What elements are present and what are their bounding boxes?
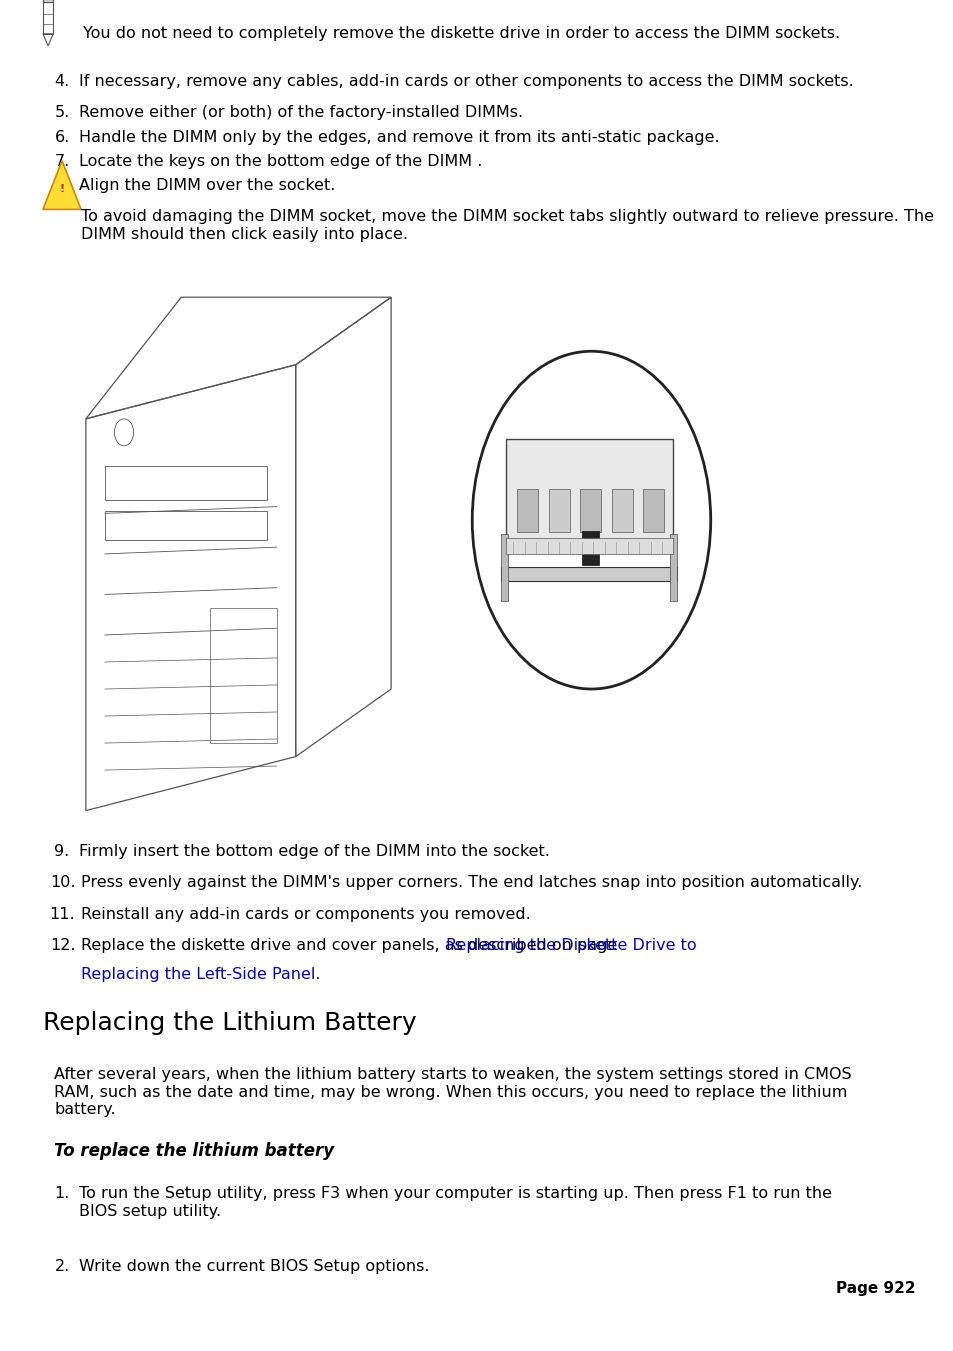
Text: Press evenly against the DIMM's upper corners. The end latches snap into positio: Press evenly against the DIMM's upper co… bbox=[81, 875, 862, 890]
Text: 8.: 8. bbox=[54, 178, 70, 193]
Text: !: ! bbox=[59, 184, 65, 195]
Polygon shape bbox=[43, 161, 81, 209]
Text: Write down the current BIOS Setup options.: Write down the current BIOS Setup option… bbox=[79, 1259, 429, 1274]
Bar bbox=[505, 538, 672, 554]
Text: 11.: 11. bbox=[50, 907, 75, 921]
Text: 7.: 7. bbox=[54, 154, 70, 169]
Text: You do not need to completely remove the diskette drive in order to access the D: You do not need to completely remove the… bbox=[83, 26, 840, 41]
Text: 10.: 10. bbox=[50, 875, 75, 890]
Text: 1.: 1. bbox=[54, 1186, 70, 1201]
Bar bbox=[210, 608, 276, 743]
Text: To replace the lithium battery: To replace the lithium battery bbox=[54, 1142, 335, 1159]
Text: 2.: 2. bbox=[54, 1259, 70, 1274]
Text: Reinstall any add-in cards or components you removed.: Reinstall any add-in cards or components… bbox=[81, 907, 530, 921]
Text: Align the DIMM over the socket.: Align the DIMM over the socket. bbox=[79, 178, 335, 193]
Text: Remove either (or both) of the factory-installed DIMMs.: Remove either (or both) of the factory-i… bbox=[79, 105, 523, 120]
Bar bbox=[642, 489, 663, 532]
Text: To avoid damaging the DIMM socket, move the DIMM socket tabs slightly outward to: To avoid damaging the DIMM socket, move … bbox=[81, 209, 933, 242]
Text: 4.: 4. bbox=[54, 74, 70, 89]
Text: Locate the keys on the bottom edge of the DIMM .: Locate the keys on the bottom edge of th… bbox=[79, 154, 482, 169]
Bar bbox=[517, 489, 537, 532]
Text: Replacing the Diskette Drive to: Replacing the Diskette Drive to bbox=[446, 938, 697, 952]
Bar bbox=[500, 534, 508, 601]
Bar bbox=[105, 511, 267, 540]
Text: After several years, when the lithium battery starts to weaken, the system setti: After several years, when the lithium ba… bbox=[54, 1067, 851, 1117]
Circle shape bbox=[472, 351, 710, 689]
Text: If necessary, remove any cables, add-in cards or other components to access the : If necessary, remove any cables, add-in … bbox=[79, 74, 853, 89]
Bar bbox=[581, 531, 598, 565]
Bar bbox=[43, 3, 53, 34]
Text: Page 922: Page 922 bbox=[836, 1281, 915, 1296]
Text: 9.: 9. bbox=[54, 844, 70, 859]
Bar bbox=[669, 534, 677, 601]
Text: Replace the diskette drive and cover panels, as described on page: Replace the diskette drive and cover pan… bbox=[81, 938, 621, 952]
Text: 12.: 12. bbox=[50, 938, 75, 952]
Bar bbox=[611, 489, 632, 532]
Text: Handle the DIMM only by the edges, and remove it from its anti-static package.: Handle the DIMM only by the edges, and r… bbox=[79, 130, 720, 145]
Bar bbox=[43, 0, 53, 3]
Text: Replacing the Left-Side Panel.: Replacing the Left-Side Panel. bbox=[81, 967, 320, 982]
Text: 6.: 6. bbox=[54, 130, 70, 145]
Bar bbox=[548, 489, 569, 532]
Bar bbox=[500, 567, 677, 581]
Text: 5.: 5. bbox=[54, 105, 70, 120]
Bar bbox=[505, 439, 672, 540]
Text: To run the Setup utility, press F3 when your computer is starting up. Then press: To run the Setup utility, press F3 when … bbox=[79, 1186, 831, 1219]
Bar bbox=[105, 466, 267, 500]
Text: Replacing the Lithium Battery: Replacing the Lithium Battery bbox=[43, 1011, 416, 1035]
Bar bbox=[579, 489, 600, 532]
Text: Firmly insert the bottom edge of the DIMM into the socket.: Firmly insert the bottom edge of the DIM… bbox=[79, 844, 550, 859]
